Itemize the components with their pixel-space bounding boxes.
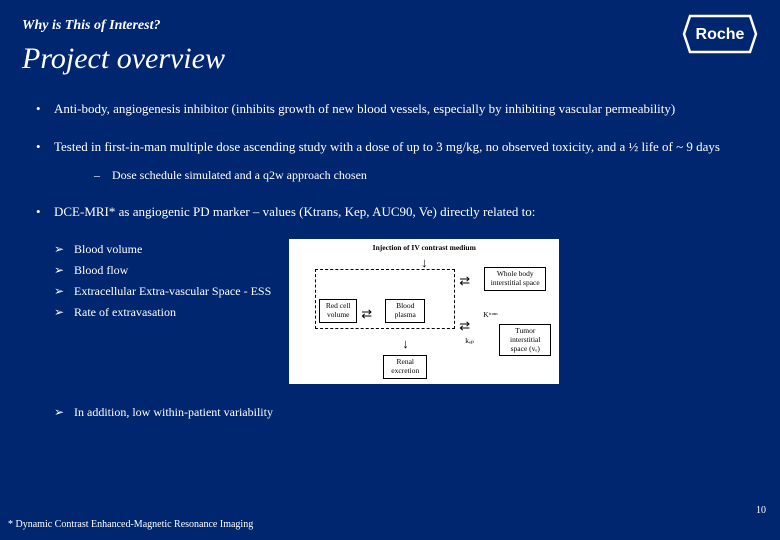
page-title: Project overview [22,42,758,76]
diagram-box-tumor: Tumor interstitial space (vₑ) [499,324,551,356]
arrow-item-5: In addition, low within-patient variabil… [54,402,758,423]
dce-mri-diagram: Injection of IV contrast medium ↓ Whole … [289,239,559,384]
arrow-item-3: Extracellular Extra-vascular Space - ESS [54,281,271,302]
arrow-right-icon: ⇄ [459,274,470,287]
arrow-item-1: Blood volume [54,239,271,260]
bullet-2: Tested in first-in-man multiple dose asc… [36,136,758,185]
bullet-2-sub: Dose schedule simulated and a q2w approa… [94,166,758,185]
arrow-item-4: Rate of extravasation [54,302,271,323]
kicker-text: Why is This of Interest? [22,18,160,34]
diagram-box-renal: Renal excretion [383,355,427,378]
bullet-1: Anti-body, angiogenesis inhibitor (inhib… [36,98,758,120]
roche-logo: Roche [682,14,758,59]
bullet-2-text: Tested in first-in-man multiple dose asc… [54,139,720,154]
arrow-list: Blood volume Blood flow Extracellular Ex… [54,239,271,323]
svg-text:Roche: Roche [696,26,745,43]
bullet-list: Anti-body, angiogenesis inhibitor (inhib… [22,98,758,223]
page-number: 10 [756,505,766,516]
bullet-3: DCE-MRI* as angiogenic PD marker – value… [36,201,758,223]
diagram-kep-label: kₑₚ [465,337,474,345]
diagram-top-label: Injection of IV contrast medium [373,244,476,252]
arrow-item-2: Blood flow [54,260,271,281]
arrow-down2-icon: ↓ [402,337,409,350]
diagram-box-whole: Whole body interstitial space [484,267,546,290]
diagram-ktrans-label: Kᵗʳᵃⁿˢ [483,311,498,319]
arrow-lr2-icon: ⇄ [459,319,470,332]
footnote: * Dynamic Contrast Enhanced-Magnetic Res… [8,519,253,530]
arrow-down-icon: ↓ [421,256,428,269]
